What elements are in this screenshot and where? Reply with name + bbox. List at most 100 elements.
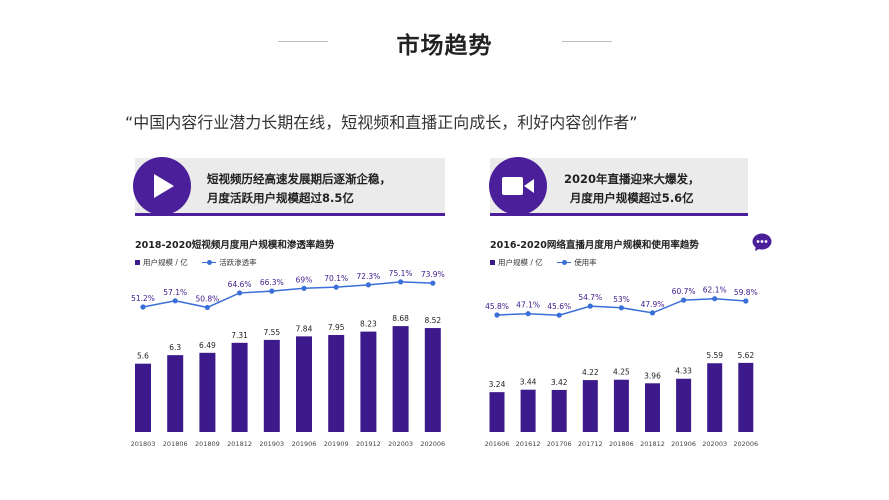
left-bar-label: 8.23 bbox=[360, 320, 377, 329]
left-line-point bbox=[365, 282, 371, 288]
right-line-label: 54.7% bbox=[578, 293, 602, 302]
left-line-label: 73.9% bbox=[421, 270, 445, 279]
left-bar bbox=[424, 328, 441, 432]
left-line-point bbox=[140, 304, 146, 310]
right-line-label: 47.9% bbox=[641, 300, 665, 309]
right-line-label: 47.1% bbox=[516, 301, 540, 310]
left-x-tick-label: 201903 bbox=[259, 440, 284, 448]
right-banner-text: 2020年直播迎来大爆发， 月度用户规模超过5.6亿 bbox=[564, 170, 700, 208]
left-legend-line-label: 活跃渗透率 bbox=[219, 258, 257, 267]
left-bar bbox=[135, 363, 151, 432]
right-bar-label: 3.44 bbox=[520, 378, 537, 387]
right-bar-label: 4.33 bbox=[675, 367, 692, 376]
right-bar-label: 5.62 bbox=[737, 351, 754, 360]
right-legend-bar-label: 用户规模 / 亿 bbox=[498, 258, 543, 267]
video-camera-icon bbox=[502, 177, 534, 195]
title-area: 市场趋势 bbox=[0, 22, 889, 62]
right-bar bbox=[520, 389, 536, 432]
left-banner-text: 短视频历经高速发展期后逐渐企稳， 月度活跃用户规模超过8.5亿 bbox=[207, 170, 391, 208]
left-line-point bbox=[269, 288, 275, 294]
right-bar bbox=[676, 378, 692, 432]
left-line-point bbox=[237, 290, 243, 296]
left-line-label: 64.6% bbox=[228, 280, 252, 289]
left-line-point bbox=[333, 284, 339, 290]
right-line-point bbox=[681, 297, 687, 303]
left-line-point bbox=[301, 285, 307, 291]
right-bar bbox=[738, 362, 754, 432]
right-banner: 2020年直播迎来大爆发， 月度用户规模超过5.6亿 bbox=[489, 157, 748, 216]
left-bar bbox=[328, 335, 345, 432]
right-bar bbox=[707, 363, 723, 432]
right-bar bbox=[613, 379, 629, 432]
title-rule-right bbox=[562, 41, 612, 42]
left-line-point bbox=[204, 304, 210, 311]
right-chart-legend: 用户规模 / 亿 使用率 bbox=[490, 257, 597, 267]
left-line-label: 75.1% bbox=[389, 269, 413, 278]
right-chart-title: 2016-2020网络直播月度用户规模和使用率趋势 bbox=[490, 240, 699, 251]
left-line-series bbox=[142, 281, 433, 309]
right-x-tick-label: 201612 bbox=[516, 440, 541, 448]
chat-bubble-icon[interactable] bbox=[752, 233, 772, 251]
right-x-tick-label: 201606 bbox=[485, 440, 510, 448]
left-line-point bbox=[430, 280, 436, 286]
left-legend-bar-label: 用户规模 / 亿 bbox=[143, 258, 188, 267]
right-bar-label: 3.42 bbox=[551, 378, 568, 387]
left-x-tick-label: 201809 bbox=[195, 440, 220, 448]
left-x-tick-label: 201812 bbox=[227, 440, 252, 448]
left-x-tick-label: 201909 bbox=[324, 440, 349, 448]
right-bar bbox=[645, 383, 660, 432]
left-bar-label: 6.3 bbox=[169, 343, 181, 352]
left-bar bbox=[296, 336, 312, 432]
right-line-label: 60.7% bbox=[672, 287, 696, 296]
left-bar-label: 8.68 bbox=[392, 314, 409, 323]
title-rule-left bbox=[278, 41, 328, 42]
left-bar-label: 8.52 bbox=[424, 316, 441, 325]
right-bar-label: 4.22 bbox=[582, 368, 599, 377]
quote-text: “中国内容行业潜力长期在线，短视频和直播正向成长，利好内容创作者” bbox=[125, 113, 638, 132]
play-icon bbox=[154, 174, 174, 198]
left-bar bbox=[199, 352, 216, 432]
left-x-tick-label: 201806 bbox=[163, 440, 188, 448]
left-x-tick-label: 202006 bbox=[420, 440, 445, 448]
right-banner-line1: 2020年直播迎来大爆发， bbox=[564, 172, 700, 186]
left-line-label: 72.3% bbox=[356, 272, 380, 281]
left-x-tick-label: 201906 bbox=[292, 440, 317, 448]
left-bar bbox=[360, 331, 377, 432]
left-bar-label: 7.84 bbox=[296, 324, 313, 333]
left-line-point bbox=[172, 298, 178, 304]
left-line-point bbox=[398, 279, 404, 285]
left-bar-label: 7.95 bbox=[328, 323, 345, 332]
left-line-label: 57.1% bbox=[163, 288, 187, 297]
left-bar-label: 6.49 bbox=[199, 341, 216, 350]
left-line-label: 70.1% bbox=[324, 274, 348, 283]
right-line-point bbox=[743, 298, 749, 304]
left-banner: 短视频历经高速发展期后逐渐企稳， 月度活跃用户规模超过8.5亿 bbox=[133, 157, 445, 216]
right-line-point bbox=[556, 312, 562, 318]
right-x-tick-label: 201706 bbox=[547, 440, 572, 448]
right-line-label: 45.8% bbox=[485, 302, 509, 311]
right-x-tick-label: 201906 bbox=[671, 440, 696, 448]
right-x-tick-label: 201806 bbox=[609, 440, 634, 448]
left-chart-title: 2018-2020短视频月度用户规模和渗透率趋势 bbox=[135, 240, 335, 251]
right-x-tick-label: 202006 bbox=[733, 440, 758, 448]
left-chart-legend: 用户规模 / 亿 活跃渗透率 bbox=[135, 257, 257, 267]
left-bar-label: 5.6 bbox=[137, 352, 149, 361]
right-line-point bbox=[649, 310, 656, 316]
left-bar-label: 7.31 bbox=[231, 331, 248, 340]
right-bar bbox=[582, 380, 598, 432]
left-line-label: 51.2% bbox=[131, 294, 155, 303]
legend-line-swatch bbox=[557, 260, 572, 265]
left-x-tick-label: 201803 bbox=[131, 440, 156, 448]
left-banner-line1: 短视频历经高速发展期后逐渐企稳， bbox=[207, 172, 391, 186]
right-x-tick-label: 201712 bbox=[578, 440, 603, 448]
right-bar bbox=[551, 389, 567, 432]
left-bar bbox=[167, 355, 184, 432]
right-line-label: 62.1% bbox=[703, 286, 727, 295]
legend-bar-swatch bbox=[490, 260, 495, 265]
left-line-label: 66.3% bbox=[260, 278, 284, 287]
left-bar bbox=[231, 342, 248, 432]
right-line-point bbox=[587, 303, 593, 309]
right-line-point bbox=[618, 305, 625, 311]
right-legend-line-label: 使用率 bbox=[574, 258, 597, 267]
right-line-label: 53% bbox=[613, 295, 630, 304]
